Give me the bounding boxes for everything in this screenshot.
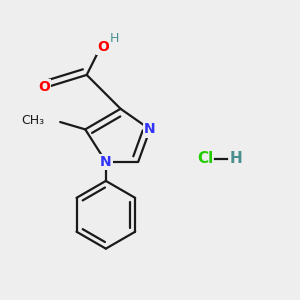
Text: N: N bbox=[144, 122, 156, 136]
Text: H: H bbox=[230, 151, 242, 166]
Text: CH₃: CH₃ bbox=[21, 114, 44, 127]
Text: O: O bbox=[38, 80, 50, 94]
Text: H: H bbox=[110, 32, 119, 45]
Text: Cl: Cl bbox=[197, 151, 213, 166]
Text: N: N bbox=[100, 155, 112, 169]
Text: O: O bbox=[97, 40, 109, 54]
